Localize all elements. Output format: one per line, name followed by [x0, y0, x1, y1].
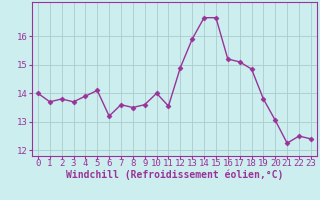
- X-axis label: Windchill (Refroidissement éolien,°C): Windchill (Refroidissement éolien,°C): [66, 169, 283, 180]
